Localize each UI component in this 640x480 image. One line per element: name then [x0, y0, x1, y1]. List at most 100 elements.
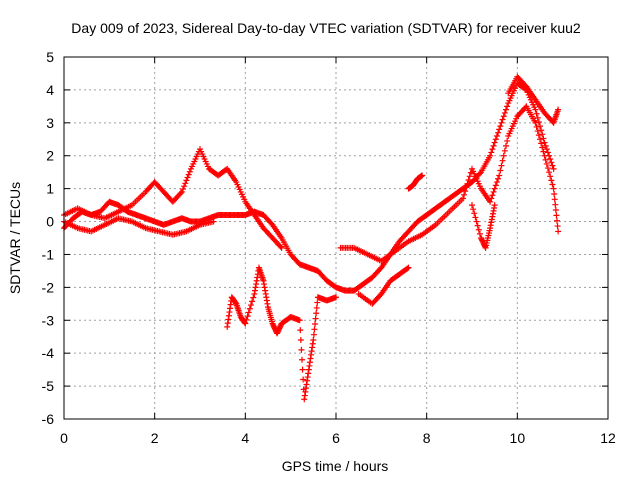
- data-point: [462, 188, 469, 195]
- y-tick-label: 3: [46, 115, 54, 131]
- data-point: [492, 182, 499, 189]
- series-upper-track: [61, 146, 285, 251]
- data-point: [242, 320, 249, 327]
- y-tick-label: -5: [42, 378, 55, 394]
- x-tick-label: 0: [60, 430, 68, 446]
- y-tick-label: -6: [42, 411, 55, 427]
- data-point: [184, 174, 191, 181]
- data-point: [534, 114, 541, 121]
- data-point: [489, 146, 496, 153]
- data-point: [532, 106, 539, 113]
- data-point: [182, 180, 189, 187]
- data-point: [553, 212, 560, 219]
- data-point: [496, 172, 503, 179]
- data-point: [550, 165, 557, 172]
- data-point: [541, 152, 548, 159]
- series-lower-track: [61, 215, 217, 238]
- data-point: [243, 316, 250, 323]
- data-point: [555, 228, 562, 235]
- y-tick-label: 1: [46, 181, 54, 197]
- data-point: [476, 230, 483, 237]
- chart-title: Day 009 of 2023, Sidereal Day-to-day VTE…: [71, 20, 581, 36]
- x-tick-label: 10: [510, 430, 526, 446]
- data-point: [183, 177, 190, 184]
- data-point: [185, 171, 192, 178]
- data-point: [490, 188, 497, 195]
- y-tick-label: 4: [46, 82, 54, 98]
- data-point: [472, 214, 479, 221]
- data-point: [489, 192, 496, 199]
- y-tick-label: 2: [46, 148, 54, 164]
- data-point: [493, 132, 500, 139]
- data-point: [542, 156, 549, 163]
- data-point: [500, 152, 507, 159]
- x-tick-label: 2: [151, 430, 159, 446]
- data-point: [552, 201, 559, 208]
- data-point: [487, 152, 494, 159]
- data-point: [466, 173, 473, 180]
- data-point: [497, 123, 504, 130]
- data-point: [487, 198, 494, 205]
- data-point: [186, 168, 193, 175]
- plot-frame: [63, 56, 609, 420]
- x-axis-label: GPS time / hours: [282, 458, 389, 474]
- data-point: [312, 320, 319, 327]
- data-point: [532, 119, 539, 126]
- data-point: [300, 376, 307, 383]
- series-dip-right: [469, 202, 498, 251]
- data-point: [180, 186, 186, 193]
- series-main-track: [61, 80, 557, 294]
- data-point: [551, 190, 558, 197]
- data-point: [404, 265, 411, 272]
- data-point: [314, 299, 321, 306]
- data-point: [313, 304, 320, 311]
- data-point: [535, 132, 542, 139]
- data-point: [464, 180, 471, 187]
- data-point: [313, 310, 320, 317]
- data-point: [248, 302, 254, 309]
- data-point: [299, 356, 305, 363]
- data-point: [476, 170, 483, 177]
- x-tick-label: 8: [423, 430, 431, 446]
- data-point: [551, 196, 558, 203]
- data-point: [548, 159, 555, 166]
- data-point: [538, 127, 545, 134]
- data-point: [544, 149, 551, 156]
- data-point: [310, 337, 317, 344]
- data-point: [533, 110, 540, 117]
- data-point: [488, 149, 495, 156]
- data-point: [496, 126, 503, 133]
- data-point: [550, 185, 557, 192]
- data-point: [210, 218, 217, 225]
- data-point: [537, 123, 543, 130]
- data-point: [471, 210, 478, 217]
- data-point: [540, 148, 547, 155]
- data-point: [495, 175, 502, 182]
- data-point: [181, 183, 188, 190]
- data-point: [539, 131, 546, 138]
- grid-layer: [64, 57, 608, 419]
- data-point: [296, 317, 303, 324]
- x-tick-label: 4: [241, 430, 249, 446]
- data-point: [504, 137, 511, 144]
- data-point: [177, 190, 184, 197]
- data-point: [469, 202, 475, 209]
- data-point: [495, 129, 502, 136]
- data-point: [333, 294, 339, 301]
- data-point: [501, 109, 508, 116]
- data-point: [463, 184, 470, 191]
- data-point: [498, 119, 505, 126]
- series-second-peak: [505, 73, 562, 126]
- data-point: [544, 165, 551, 172]
- data-point: [311, 326, 318, 333]
- data-point: [419, 172, 426, 179]
- data-point: [488, 195, 495, 202]
- data-point: [549, 162, 556, 169]
- data-point: [493, 179, 500, 186]
- data-point: [297, 337, 304, 344]
- y-tick-label: -2: [42, 279, 55, 295]
- data-point: [499, 116, 506, 123]
- data-point: [542, 142, 549, 149]
- data-point: [498, 162, 505, 169]
- data-point: [246, 305, 253, 312]
